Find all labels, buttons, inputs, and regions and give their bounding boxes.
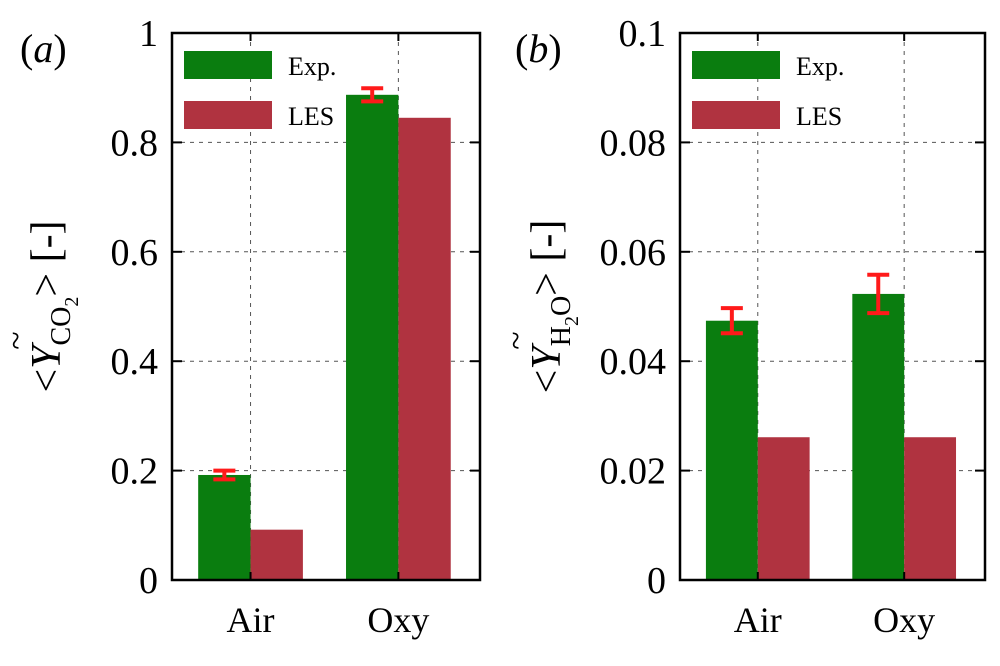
legend-swatch-les xyxy=(184,101,272,129)
error-bar-oxy xyxy=(361,86,384,104)
legend-swatch-exp xyxy=(184,51,272,79)
error-bar-oxy xyxy=(867,272,890,316)
chart-panel-a: Air Oxy 0 0.2 0.4 0.6 0.8 1 Exp. LES (a) <YCO2> [-]… xyxy=(0,13,482,640)
y-tick-label: 0.4 xyxy=(111,341,159,383)
y-axis-label: <YCO2> [-] xyxy=(24,220,83,392)
legend-label: Exp. xyxy=(796,52,844,81)
bar-les-air xyxy=(250,529,303,580)
y-tick-label: 0.06 xyxy=(600,232,667,274)
y-tick-label: 0.08 xyxy=(600,122,667,164)
bar-les-oxy xyxy=(904,437,957,580)
panel-label: (a) xyxy=(20,26,67,71)
y-tick-label: 1 xyxy=(139,13,158,55)
bar-les-oxy xyxy=(398,117,451,580)
bar-exp-air xyxy=(198,474,251,580)
tilde-accent: ~ xyxy=(498,331,535,349)
legend: Exp. LES xyxy=(692,51,844,131)
y-tick-label: 0.8 xyxy=(111,122,159,164)
legend: Exp. LES xyxy=(184,51,336,131)
legend-label: LES xyxy=(288,102,334,131)
y-tick-label: 0.2 xyxy=(111,451,159,493)
y-tick-label: 0.02 xyxy=(600,451,667,493)
plot-frame xyxy=(678,31,987,582)
x-tick-label: Oxy xyxy=(367,600,429,640)
y-tick-label: 0.04 xyxy=(600,341,667,383)
tilde-accent: ~ xyxy=(0,331,35,349)
bar-exp-oxy xyxy=(852,293,905,580)
legend-swatch-les xyxy=(692,101,780,129)
bar-exp-air xyxy=(705,320,758,580)
bar-les-air xyxy=(757,437,810,580)
bar-exp-oxy xyxy=(346,94,399,580)
y-tick-label: 0 xyxy=(139,560,158,602)
y-tick-label: 0.1 xyxy=(619,13,667,55)
y-axis-label: <YH2O> [-] xyxy=(524,220,583,394)
panel-label: (b) xyxy=(515,26,562,71)
legend-label: LES xyxy=(796,102,842,131)
error-bar-air xyxy=(213,468,236,482)
x-tick-label: Oxy xyxy=(873,600,935,640)
error-bar-air xyxy=(720,306,743,336)
chart-panel-b: Air Oxy 0 0.02 0.04 0.06 0.08 0.1 Exp. LES (b) <YH2… xyxy=(498,13,987,640)
x-tick-label: Air xyxy=(227,600,275,640)
plot-frame xyxy=(170,31,482,582)
x-tick-label: Air xyxy=(734,600,782,640)
legend-swatch-exp xyxy=(692,51,780,79)
legend-label: Exp. xyxy=(288,52,336,81)
y-tick-label: 0.6 xyxy=(111,232,159,274)
y-tick-label: 0 xyxy=(647,560,666,602)
